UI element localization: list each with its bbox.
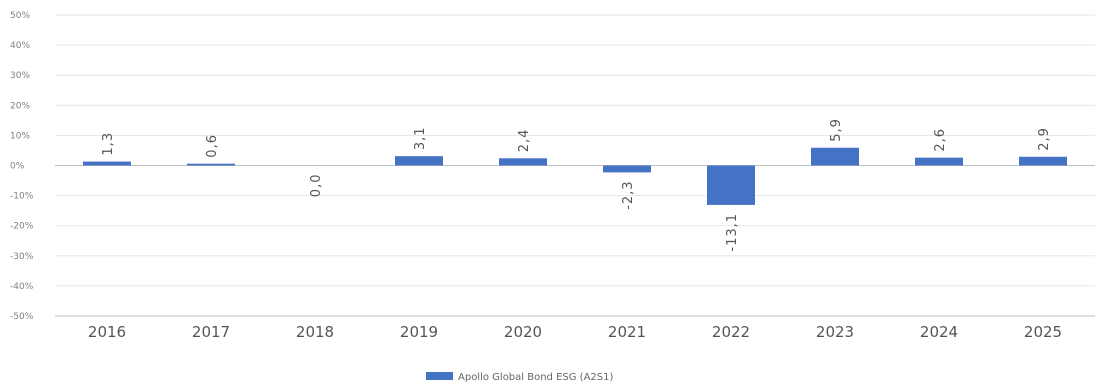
bar (1019, 156, 1067, 166)
x-tick-label: 2019 (400, 323, 438, 341)
x-tick-label: 2017 (192, 323, 230, 341)
data-label: 0,6 (205, 134, 220, 158)
x-tick-label: 2021 (608, 323, 646, 341)
data-label: 2,4 (517, 129, 532, 153)
x-tick-label: 2023 (816, 323, 854, 341)
x-tick-label: 2020 (504, 323, 542, 341)
data-labels: 1,3 0,6 0,0 3,1 2,4 -2,3 -13,1 5,9 2,6 2,9 (101, 118, 1052, 252)
data-label: 1,3 (101, 132, 116, 156)
bar (603, 165, 651, 173)
data-label: 2,9 (1037, 127, 1052, 151)
bar (499, 158, 547, 166)
bar (395, 156, 443, 166)
y-tick-label: -50% (10, 312, 34, 322)
data-label: -2,3 (621, 180, 636, 209)
y-axis-ticks: 50% 40% 30% 20% 10% 0% -10% -20% -30% -40% -50% (10, 11, 34, 322)
data-label: 3,1 (413, 126, 428, 150)
x-tick-label: 2022 (712, 323, 750, 341)
y-tick-label: -20% (10, 222, 34, 232)
y-tick-label: 50% (10, 11, 30, 21)
bar (187, 163, 235, 166)
x-tick-label: 2025 (1024, 323, 1062, 341)
legend-label: Apollo Global Bond ESG (A2S1) (458, 372, 613, 383)
data-label: 0,0 (309, 174, 324, 198)
x-tick-label: 2016 (88, 323, 126, 341)
y-tick-label: 20% (10, 101, 30, 111)
y-tick-label: 0% (10, 162, 25, 172)
y-tick-label: 30% (10, 71, 30, 81)
legend: Apollo Global Bond ESG (A2S1) (426, 372, 613, 383)
bars (83, 147, 1067, 205)
y-tick-label: 10% (10, 131, 30, 141)
x-axis-ticks: 2016 2017 2018 2019 2020 2021 2022 2023 2024 2025 (88, 323, 1062, 341)
legend-swatch (426, 372, 453, 380)
bar (83, 161, 131, 166)
y-tick-label: 40% (10, 41, 30, 51)
bar (915, 157, 963, 166)
data-label: 2,6 (933, 128, 948, 152)
y-tick-label: -40% (10, 282, 34, 292)
data-label: 5,9 (829, 118, 844, 142)
x-tick-label: 2018 (296, 323, 334, 341)
x-tick-label: 2024 (920, 323, 958, 341)
y-tick-label: -10% (10, 192, 34, 202)
bar (707, 165, 755, 205)
data-label: -13,1 (725, 213, 740, 252)
y-tick-label: -30% (10, 252, 34, 262)
bar (811, 147, 859, 166)
